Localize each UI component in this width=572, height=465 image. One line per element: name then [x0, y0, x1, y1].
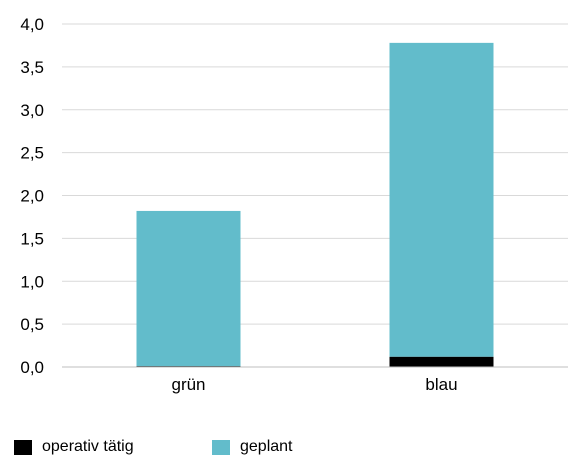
y-tick-label: 2,0 — [20, 187, 44, 206]
y-tick-label: 0,0 — [20, 358, 44, 377]
y-tick-label: 1,0 — [20, 272, 44, 291]
legend-label-geplant: geplant — [240, 438, 293, 455]
legend-item-geplant: geplant — [212, 438, 293, 456]
legend-item-operativ: operativ tätig — [14, 438, 134, 456]
legend: operativ tätig geplant — [0, 438, 572, 465]
legend-swatch-operativ — [14, 439, 32, 455]
y-tick-label: 3,5 — [20, 58, 44, 77]
x-axis-ticks: grün blau — [171, 375, 457, 394]
legend-label-operativ: operativ tätig — [42, 438, 134, 455]
bar-geplant — [136, 210, 241, 367]
stacked-bar-chart: 0,0 0,5 1,0 1,5 2,0 2,5 3,0 3,5 4,0 grün blau — [20, 15, 568, 394]
x-tick-label: grün — [171, 375, 205, 394]
bar-geplant — [389, 42, 494, 357]
legend-swatch-geplant — [212, 439, 230, 455]
bar-operativ — [389, 356, 494, 367]
y-axis-ticks: 0,0 0,5 1,0 1,5 2,0 2,5 3,0 3,5 4,0 — [20, 15, 44, 377]
y-tick-label: 2,5 — [20, 144, 44, 163]
y-tick-label: 0,5 — [20, 315, 44, 334]
bars — [136, 42, 494, 367]
y-tick-label: 1,5 — [20, 229, 44, 248]
y-tick-label: 3,0 — [20, 101, 44, 120]
x-tick-label: blau — [425, 375, 457, 394]
y-tick-label: 4,0 — [20, 15, 44, 34]
